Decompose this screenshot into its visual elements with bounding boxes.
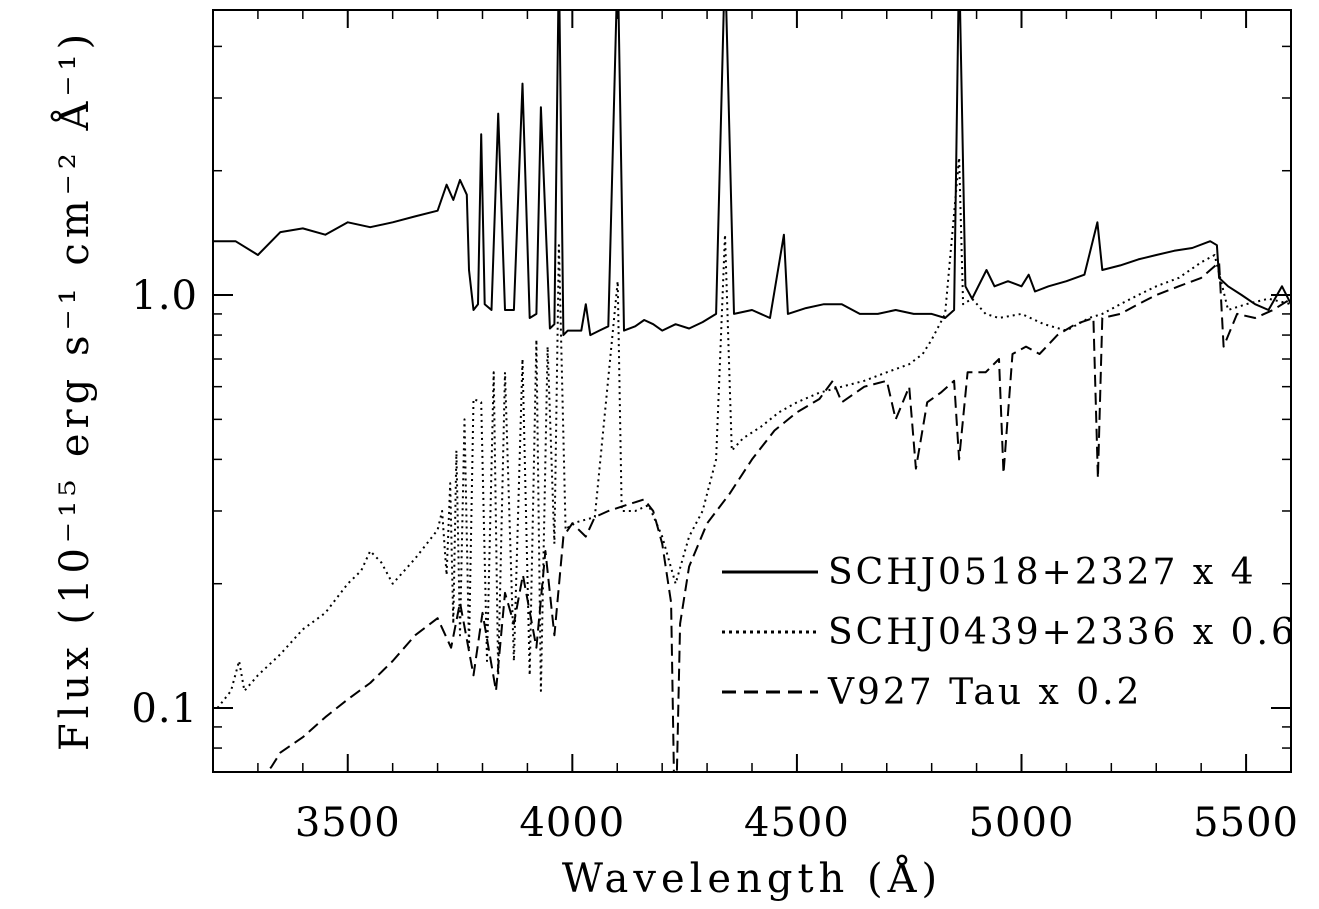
legend: SCHJ0518+2327 x 4 SCHJ0439+2336 x 0.6 V927… [722,552,1297,713]
major-tick-marks [213,10,1291,772]
series-line-1 [213,10,1291,337]
y-tick-label: 1.0 [131,273,198,319]
x-tick-label: 4500 [744,800,850,846]
x-tick-label: 4000 [519,800,625,846]
legend-label-3: V927 Tau x 0.2 [827,672,1142,713]
legend-label-2: SCHJ0439+2336 x 0.6 [828,612,1297,653]
x-axis-label: Wavelength (Å) [562,855,942,902]
minor-tick-marks [213,10,1291,772]
series-layer [213,10,1291,772]
x-tick-labels: 3500 4000 4500 5000 5500 [295,800,1299,846]
x-tick-label: 5500 [1193,800,1299,846]
legend-label-1: SCHJ0518+2327 x 4 [828,552,1257,593]
x-tick-label: 5000 [969,800,1075,846]
plot-frame [212,9,1292,773]
x-tick-label: 3500 [295,800,401,846]
y-tick-label: 0.1 [131,686,198,732]
series-line-3 [265,261,1291,772]
y-tick-labels: 0.1 1.0 [131,273,198,732]
y-axis-label: Flux (10⁻¹⁵ erg s⁻¹ cm⁻² Å⁻¹) [51,29,98,751]
